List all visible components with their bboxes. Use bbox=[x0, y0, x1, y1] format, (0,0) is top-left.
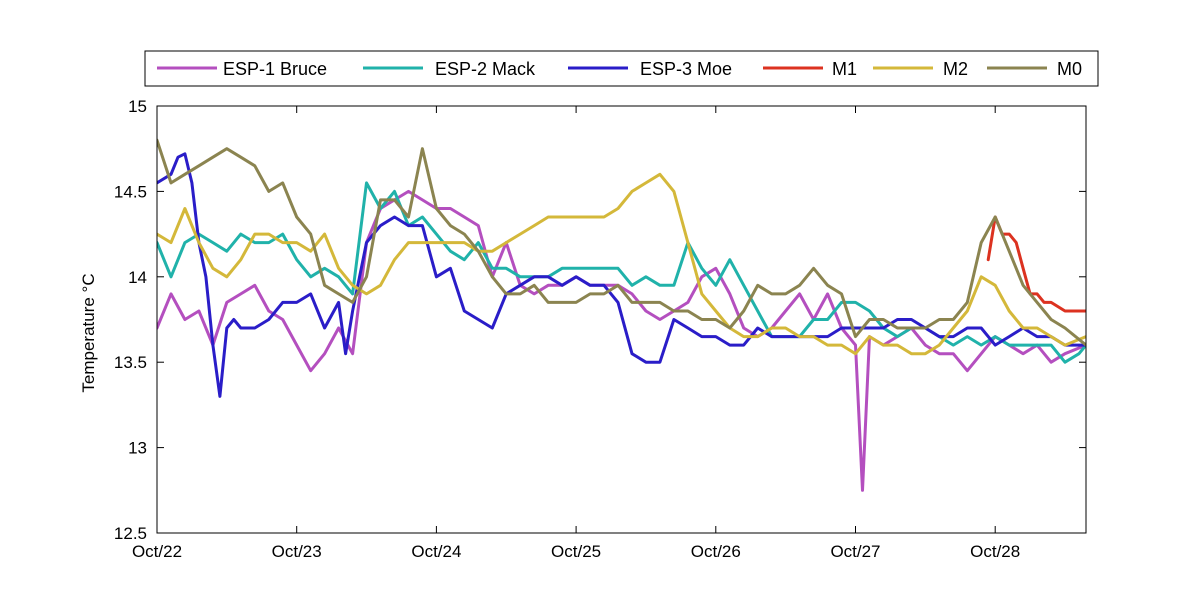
y-tick-label-0: 12.5 bbox=[114, 524, 147, 543]
x-tick-label-1: Oct/23 bbox=[272, 542, 322, 561]
y-tick-label-3: 14 bbox=[128, 268, 147, 287]
legend-label-5: M2 bbox=[943, 59, 968, 79]
series-line-3 bbox=[157, 152, 1086, 398]
legend-label-6: M0 bbox=[1057, 59, 1082, 79]
series-line-1 bbox=[157, 189, 1086, 492]
series-line-6 bbox=[157, 138, 1086, 347]
legend-label-3: ESP-3 Moe bbox=[640, 59, 732, 79]
series-layer bbox=[157, 138, 1086, 492]
x-tick-label-0: Oct/22 bbox=[132, 542, 182, 561]
legend-label-2: ESP-2 Mack bbox=[435, 59, 536, 79]
x-tick-label-6: Oct/28 bbox=[970, 542, 1020, 561]
legend-label-1: ESP-1 Bruce bbox=[223, 59, 327, 79]
x-tick-label-2: Oct/24 bbox=[411, 542, 461, 561]
x-tick-label-4: Oct/26 bbox=[691, 542, 741, 561]
y-tick-label-5: 15 bbox=[128, 97, 147, 116]
x-tick-label-5: Oct/27 bbox=[830, 542, 880, 561]
y-tick-label-1: 13 bbox=[128, 439, 147, 458]
axis-layer: Oct/22 Oct/23 Oct/24 Oct/25 Oct/26 Oct/27 Oct/… bbox=[114, 97, 1086, 561]
y-tick-label-2: 13.5 bbox=[114, 353, 147, 372]
y-axis-label: Temperature °C bbox=[79, 273, 98, 392]
x-tick-label-3: Oct/25 bbox=[551, 542, 601, 561]
series-line-5 bbox=[157, 172, 1086, 356]
legend-label-4: M1 bbox=[832, 59, 857, 79]
legend: ESP-1 Bruce ESP-2 Mack ESP-3 Moe M1 M2 M0 bbox=[144, 50, 1099, 87]
y-tick-label-4: 14.5 bbox=[114, 182, 147, 201]
plot-area-frame bbox=[156, 105, 1087, 534]
